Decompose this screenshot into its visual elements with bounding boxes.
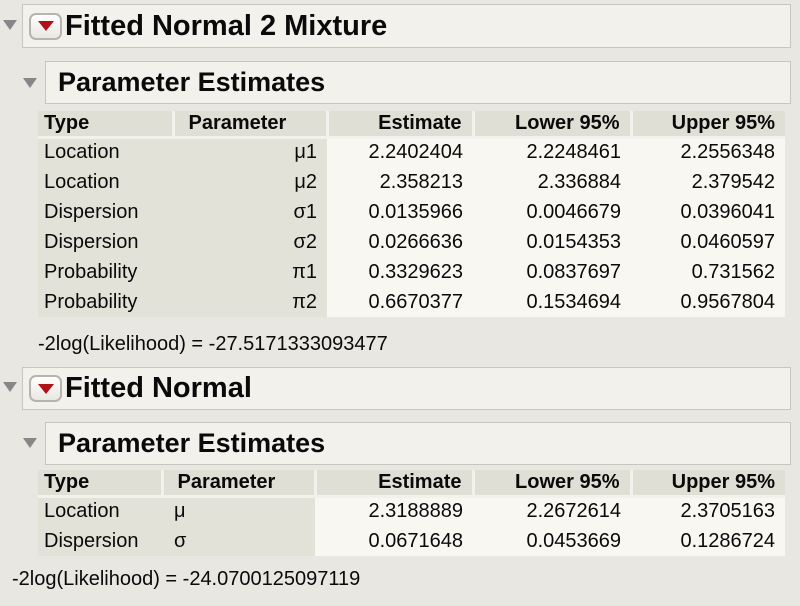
- likelihood-text: -2log(Likelihood) = -24.0700125097119: [12, 568, 361, 590]
- table-cell: 2.2556348: [631, 137, 785, 167]
- subsection-title: Parameter Estimates: [58, 67, 326, 97]
- table-row: Dispersion σ1 0.0135966 0.0046679 0.0396041: [38, 197, 785, 227]
- table-cell: 2.3705163: [631, 496, 785, 526]
- disclosure-triangle-icon[interactable]: [23, 78, 37, 88]
- red-triangle-menu-button[interactable]: [29, 12, 62, 40]
- disclosure-triangle-icon[interactable]: [3, 382, 17, 392]
- likelihood-text: -2log(Likelihood) = -27.5171333093477: [38, 333, 388, 355]
- table-cell: Probability: [38, 287, 173, 317]
- section-title: Fitted Normal 2 Mixture: [65, 9, 388, 42]
- parameter-estimates-table: Type Parameter Estimate Lower 95% Upper 95% …: [38, 470, 785, 556]
- column-header: Type: [38, 111, 173, 139]
- table-cell: Dispersion: [38, 526, 162, 556]
- table-cell: 2.2402404: [327, 137, 473, 167]
- subsection-title: Parameter Estimates: [58, 428, 326, 458]
- table-cell: Dispersion: [38, 197, 173, 227]
- table-cell: σ2: [173, 227, 327, 257]
- table-row: Location μ2 2.358213 2.336884 2.379542: [38, 167, 785, 197]
- table-cell: σ1: [173, 197, 327, 227]
- outline-title-bar-fitted-normal-2-mixture: Fitted Normal 2 Mixture: [22, 4, 791, 48]
- column-header: Estimate: [313, 470, 473, 498]
- outline-title-bar-fitted-normal: Fitted Normal: [22, 367, 791, 410]
- table-header-row: Type Parameter Estimate Lower 95% Upper 95%: [38, 111, 785, 139]
- outline-title-bar-parameter-estimates: Parameter Estimates: [45, 422, 791, 465]
- column-header: Upper 95%: [629, 111, 785, 139]
- table-cell: 0.0453669: [473, 526, 631, 556]
- table-cell: π1: [173, 257, 327, 287]
- table-cell: 0.0671648: [315, 526, 473, 556]
- table-cell: 0.0266636: [327, 227, 473, 257]
- table-cell: 2.2672614: [473, 496, 631, 526]
- table-cell: 0.0046679: [473, 197, 631, 227]
- table-row: Location μ1 2.2402404 2.2248461 2.2556348: [38, 137, 785, 167]
- column-header: Upper 95%: [629, 470, 785, 498]
- column-header: Lower 95%: [471, 470, 631, 498]
- table-row: Dispersion σ2 0.0266636 0.0154353 0.0460597: [38, 227, 785, 257]
- table-cell: Location: [38, 496, 162, 526]
- table-cell: μ1: [173, 137, 327, 167]
- table-cell: 0.3329623: [327, 257, 473, 287]
- column-header: Parameter: [171, 111, 327, 139]
- table-cell: 2.379542: [631, 167, 785, 197]
- table-cell: 2.336884: [473, 167, 631, 197]
- red-triangle-menu-button[interactable]: [29, 375, 62, 402]
- disclosure-triangle-icon[interactable]: [3, 20, 17, 30]
- table-cell: Location: [38, 137, 173, 167]
- table-cell: 0.0837697: [473, 257, 631, 287]
- table-cell: Probability: [38, 257, 173, 287]
- table-cell: μ: [162, 496, 315, 526]
- table-cell: 0.0396041: [631, 197, 785, 227]
- table-cell: Location: [38, 167, 173, 197]
- table-row: Probability π1 0.3329623 0.0837697 0.731562: [38, 257, 785, 287]
- table-cell: 2.2248461: [473, 137, 631, 167]
- table-cell: μ2: [173, 167, 327, 197]
- table-row: Probability π2 0.6670377 0.1534694 0.9567804: [38, 287, 785, 317]
- column-header: Lower 95%: [471, 111, 631, 139]
- table-cell: 2.358213: [327, 167, 473, 197]
- table-row: Location μ 2.3188889 2.2672614 2.3705163: [38, 496, 785, 526]
- table-cell: 0.1534694: [473, 287, 631, 317]
- table-cell: Dispersion: [38, 227, 173, 257]
- red-triangle-icon: [37, 383, 54, 394]
- table-cell: 2.3188889: [315, 496, 473, 526]
- disclosure-triangle-icon[interactable]: [23, 438, 37, 448]
- table-cell: π2: [173, 287, 327, 317]
- table-cell: 0.0460597: [631, 227, 785, 257]
- column-header: Parameter: [160, 470, 315, 498]
- column-header: Estimate: [325, 111, 473, 139]
- table-row: Dispersion σ 0.0671648 0.0453669 0.1286724: [38, 526, 785, 556]
- parameter-estimates-table: Type Parameter Estimate Lower 95% Upper 95% …: [38, 111, 785, 317]
- outline-title-bar-parameter-estimates: Parameter Estimates: [45, 61, 791, 104]
- table-cell: 0.9567804: [631, 287, 785, 317]
- section-title: Fitted Normal: [65, 372, 252, 404]
- table-header-row: Type Parameter Estimate Lower 95% Upper 95%: [38, 470, 785, 498]
- table-cell: 0.731562: [631, 257, 785, 287]
- table-cell: 0.1286724: [631, 526, 785, 556]
- column-header: Type: [38, 470, 162, 498]
- table-cell: 0.0135966: [327, 197, 473, 227]
- red-triangle-icon: [37, 21, 54, 31]
- table-cell: 0.6670377: [327, 287, 473, 317]
- table-cell: σ: [162, 526, 315, 556]
- table-cell: 0.0154353: [473, 227, 631, 257]
